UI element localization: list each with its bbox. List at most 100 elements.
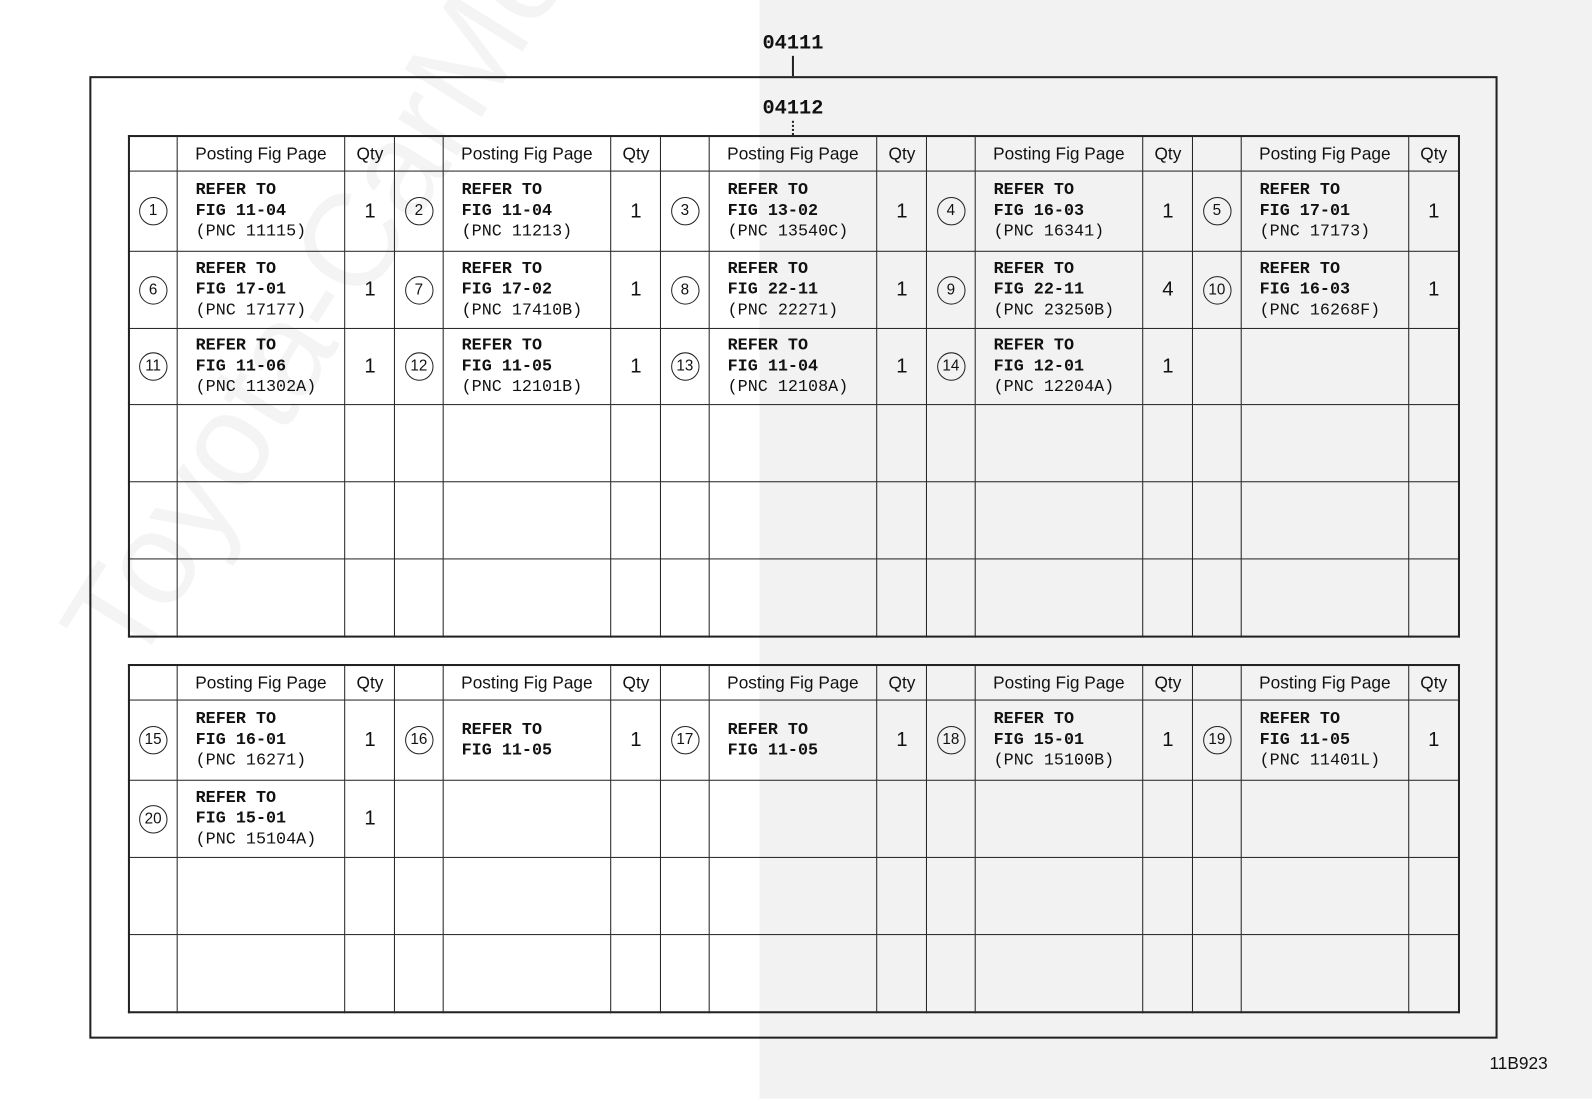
header-posting-fig-page: Posting Fig Page — [1240, 135, 1410, 172]
qty-cell — [1408, 558, 1460, 637]
qty-cell: 1 — [876, 170, 928, 252]
posting-fig-page-cell[interactable]: REFER TO FIG 11-05 — [708, 699, 878, 781]
qty-cell: 1 — [610, 327, 662, 406]
reference-refer: REFER TO — [1259, 708, 1341, 729]
ref-number-cell — [1192, 327, 1242, 406]
reference-fig: FIG 11-05 — [461, 740, 553, 760]
qty-cell: 1 — [344, 699, 396, 781]
posting-fig-page-cell[interactable]: REFER TO FIG 17-01 (PNC 17177) — [176, 250, 346, 329]
posting-fig-page-cell — [442, 558, 612, 637]
posting-fig-page-cell[interactable]: REFER TO FIG 17-02 (PNC 17410B) — [442, 250, 612, 329]
fig-reference: REFER TO FIG 16-01 (PNC 16271) — [177, 709, 344, 771]
reference-refer: REFER TO — [461, 335, 543, 355]
header-no — [128, 135, 178, 172]
posting-fig-page-cell[interactable]: REFER TO FIG 17-01 (PNC 17173) — [1240, 170, 1410, 252]
qty-cell — [610, 779, 662, 858]
reference-fig: FIG 16-01 — [195, 729, 287, 750]
posting-fig-page-cell[interactable]: REFER TO FIG 22-11 (PNC 23250B) — [974, 250, 1144, 329]
posting-fig-page-cell[interactable]: REFER TO FIG 11-04 (PNC 12108A) — [708, 327, 878, 406]
header-posting-fig-page: Posting Fig Page — [974, 664, 1144, 701]
circled-ref-number: 16 — [404, 725, 434, 755]
qty-cell — [1142, 481, 1194, 560]
posting-fig-page-cell — [974, 856, 1144, 936]
header-qty: Qty — [344, 135, 396, 172]
header-no — [394, 135, 444, 172]
circled-ref-number: 11 — [138, 352, 168, 381]
reference-refer: REFER TO — [993, 335, 1075, 355]
posting-fig-page-cell — [1240, 779, 1410, 858]
posting-fig-page-cell — [974, 404, 1144, 483]
posting-fig-page-cell[interactable]: REFER TO FIG 11-06 (PNC 11302A) — [176, 327, 346, 406]
ref-number-cell — [1192, 558, 1242, 637]
table-row: 11 REFER TO FIG 11-06 (PNC 11302A) 1 12 REFER … — [128, 327, 1460, 406]
circled-ref-number: 20 — [138, 804, 168, 834]
circled-ref-number: 3 — [670, 196, 700, 226]
posting-fig-page-cell[interactable]: REFER TO FIG 16-03 (PNC 16341) — [974, 170, 1144, 252]
ref-number-cell: 1 — [128, 170, 178, 252]
posting-fig-page-cell — [1240, 327, 1410, 406]
qty-cell — [876, 779, 928, 858]
ref-number-cell — [660, 558, 710, 637]
posting-fig-page-cell — [176, 558, 346, 637]
circled-ref-number: 18 — [936, 725, 966, 755]
qty-cell — [876, 934, 928, 1013]
qty-cell — [344, 481, 396, 560]
posting-fig-page-cell — [974, 481, 1144, 560]
ref-number-cell — [1192, 481, 1242, 560]
ref-number-cell: 2 — [394, 170, 444, 252]
posting-fig-page-cell — [1240, 481, 1410, 560]
posting-fig-page-cell — [442, 481, 612, 560]
reference-pnc: (PNC 11213) — [461, 221, 573, 241]
reference-fig: FIG 17-02 — [461, 279, 553, 299]
qty-cell — [876, 404, 928, 483]
header-no — [394, 664, 444, 701]
ref-number-cell: 11 — [128, 327, 178, 406]
header-posting-fig-page: Posting Fig Page — [176, 135, 346, 172]
reference-fig: FIG 16-03 — [993, 200, 1085, 221]
ref-number-cell — [394, 404, 444, 483]
reference-pnc: (PNC 15104A) — [195, 829, 317, 849]
posting-fig-page-cell[interactable]: REFER TO FIG 11-04 (PNC 11115) — [176, 170, 346, 252]
qty-cell: 1 — [1142, 170, 1194, 252]
reference-pnc: (PNC 11401L) — [1259, 750, 1381, 770]
posting-fig-page-cell[interactable]: REFER TO FIG 13-02 (PNC 13540C) — [708, 170, 878, 252]
posting-fig-page-cell[interactable]: REFER TO FIG 16-01 (PNC 16271) — [176, 699, 346, 781]
circled-ref-number: 8 — [670, 275, 700, 305]
reference-pnc: (PNC 16341) — [993, 221, 1105, 241]
ref-number-cell: 15 — [128, 699, 178, 781]
circled-ref-number: 6 — [138, 275, 168, 305]
ref-number-cell — [660, 779, 710, 858]
header-qty: Qty — [610, 664, 662, 701]
reference-pnc: (PNC 11302A) — [195, 376, 317, 397]
posting-fig-page-cell[interactable]: REFER TO FIG 11-05 (PNC 12101B) — [442, 327, 612, 406]
qty-cell — [610, 404, 662, 483]
label-outer-group: 04111 — [762, 32, 824, 56]
table-row: 6 REFER TO FIG 17-01 (PNC 17177) 1 7 REFER TO F… — [128, 250, 1460, 329]
ref-number-cell — [1192, 404, 1242, 483]
reference-pnc: (PNC 12204A) — [993, 376, 1115, 397]
table-row — [128, 558, 1460, 637]
posting-fig-page-cell[interactable]: REFER TO FIG 11-04 (PNC 11213) — [442, 170, 612, 252]
posting-fig-page-cell[interactable]: REFER TO FIG 16-03 (PNC 16268F) — [1240, 250, 1410, 329]
ref-number-cell — [926, 934, 976, 1013]
qty-cell: 1 — [876, 327, 928, 406]
header-no — [1192, 664, 1242, 701]
qty-cell — [610, 558, 662, 637]
ref-number-cell — [128, 481, 178, 560]
ref-number-cell — [660, 856, 710, 936]
qty-cell: 1 — [344, 327, 396, 406]
reference-refer: REFER TO — [195, 258, 277, 278]
posting-fig-page-cell[interactable]: REFER TO FIG 22-11 (PNC 22271) — [708, 250, 878, 329]
reference-pnc: (PNC 17173) — [1259, 221, 1371, 241]
posting-fig-page-cell[interactable]: REFER TO FIG 15-01 (PNC 15100B) — [974, 699, 1144, 781]
ref-number-cell: 9 — [926, 250, 976, 329]
header-qty: Qty — [1408, 135, 1460, 172]
qty-cell — [610, 481, 662, 560]
posting-fig-page-cell[interactable]: REFER TO FIG 11-05 — [442, 699, 612, 781]
posting-fig-page-cell[interactable]: REFER TO FIG 12-01 (PNC 12204A) — [974, 327, 1144, 406]
qty-cell: 1 — [344, 250, 396, 329]
posting-fig-page-cell[interactable]: REFER TO FIG 15-01 (PNC 15104A) — [176, 779, 346, 858]
qty-cell — [344, 934, 396, 1013]
posting-fig-page-cell[interactable]: REFER TO FIG 11-05 (PNC 11401L) — [1240, 699, 1410, 781]
header-posting-fig-page: Posting Fig Page — [974, 135, 1144, 172]
